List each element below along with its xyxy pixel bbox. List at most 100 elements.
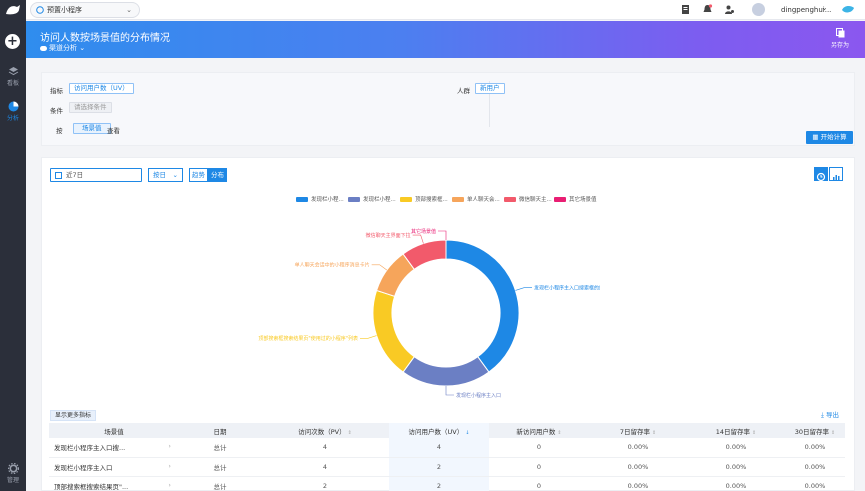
legend-swatch bbox=[348, 197, 360, 202]
legend-swatch bbox=[452, 197, 464, 202]
table-cell: 0 bbox=[489, 438, 589, 458]
page-header: 访问人数按场景值的分布情况 渠道分析 ⌄ 另存为 bbox=[26, 21, 865, 58]
legend-label: 单人聊天会... bbox=[467, 197, 500, 203]
table-cell-scene[interactable]: 发现栏小程序主入口 › bbox=[49, 457, 179, 477]
start-compute-button[interactable]: ▦ 开始计算 bbox=[806, 131, 853, 144]
gear-icon bbox=[7, 463, 19, 474]
legend-item[interactable]: 顶部搜索框... bbox=[400, 195, 448, 203]
table-cell: 0.00% bbox=[687, 438, 785, 458]
column-header[interactable]: 14日留存率 ⇕ bbox=[687, 423, 785, 438]
legend-item[interactable]: 发现栏小程... bbox=[348, 195, 396, 203]
donut-slice[interactable] bbox=[372, 289, 415, 373]
condition-selector[interactable]: 请选择条件 bbox=[69, 102, 112, 113]
table-cell: 总计 bbox=[179, 457, 261, 477]
table-cell-scene[interactable]: 顶部搜索框搜索结果页"... › bbox=[49, 476, 179, 491]
crowd-tag[interactable]: 新用户 bbox=[475, 83, 505, 94]
column-header[interactable]: 访问次数（PV） ⇕ bbox=[261, 423, 389, 438]
label-leader-line bbox=[412, 234, 424, 244]
condition-label: 条件 bbox=[50, 107, 63, 115]
table-row[interactable]: 顶部搜索框搜索结果页"... › 总计 2 2 0 0.00% 0.00% 0.0… bbox=[49, 476, 845, 491]
granularity-select[interactable]: 按日 ⌄ bbox=[148, 168, 183, 182]
legend-swatch bbox=[504, 197, 516, 202]
metric-label: 指标 bbox=[50, 87, 63, 95]
divider bbox=[489, 81, 490, 127]
analysis-type-selector[interactable]: 渠道分析 ⌄ bbox=[40, 43, 85, 53]
user-manage-icon[interactable] bbox=[724, 4, 735, 15]
column-header-label: 14日留存率 bbox=[715, 427, 751, 436]
date-range-label: 近7日 bbox=[66, 171, 84, 179]
column-header[interactable]: 7日留存率 ⇕ bbox=[589, 423, 687, 438]
export-button[interactable]: ⤓ 导出 bbox=[821, 409, 839, 420]
table-cell: 0.00% bbox=[785, 438, 845, 458]
donut-slice[interactable] bbox=[445, 239, 520, 373]
tab-trend[interactable]: 趋势 bbox=[189, 168, 208, 182]
table-cell: 0.00% bbox=[785, 457, 845, 477]
bar-chart-icon bbox=[833, 175, 840, 180]
table-cell: 4 bbox=[389, 438, 489, 458]
table-cell: 0 bbox=[489, 457, 589, 477]
column-header[interactable]: 30日留存率 ⇕ bbox=[785, 423, 845, 438]
sort-desc-icon: ↓ bbox=[465, 429, 470, 436]
pie-view-button[interactable] bbox=[814, 167, 828, 182]
sort-icon: ⇕ bbox=[347, 429, 352, 436]
group-by-suffix: 查看 bbox=[107, 127, 120, 135]
table-cell-scene[interactable]: 发现栏小程序主入口搜... › bbox=[49, 438, 179, 458]
table-cell: 2 bbox=[261, 476, 389, 491]
column-header-label: 访问次数（PV） bbox=[298, 427, 346, 436]
group-by-tag[interactable]: 场景值 bbox=[73, 123, 111, 134]
chevron-down-icon[interactable]: ⌄ bbox=[821, 3, 828, 12]
table-cell: 总计 bbox=[179, 438, 261, 458]
group-by-label: 按 bbox=[56, 127, 63, 135]
username[interactable]: dingpenghui... bbox=[781, 6, 832, 14]
slice-label: 发现栏小程序主入口 bbox=[456, 392, 501, 399]
chevron-down-icon: ⌄ bbox=[172, 171, 178, 179]
legend-item[interactable]: 单人聊天会... bbox=[452, 195, 500, 203]
save-as-label: 另存为 bbox=[830, 42, 849, 49]
column-header[interactable]: 日期 bbox=[179, 423, 261, 438]
table-cell: 0.00% bbox=[687, 476, 785, 491]
document-icon[interactable] bbox=[680, 4, 691, 15]
save-as-button[interactable]: 另存为 bbox=[829, 28, 851, 49]
slice-label: 顶部搜索框搜索结果页"使用过的小程序"列表 bbox=[258, 335, 358, 342]
add-button[interactable]: + bbox=[5, 34, 20, 49]
app-selector[interactable]: 预置小程序 ⌄ bbox=[30, 2, 140, 18]
start-compute-label: 开始计算 bbox=[820, 133, 847, 141]
metric-tag[interactable]: 访问用户数（UV） bbox=[69, 83, 134, 94]
show-more-metrics-button[interactable]: 显示更多指标 bbox=[50, 410, 97, 421]
table-row[interactable]: 发现栏小程序主入口 › 总计 4 2 0 0.00% 0.00% 0.00% bbox=[49, 457, 845, 477]
avatar[interactable] bbox=[752, 3, 765, 16]
column-header-label: 场景值 bbox=[104, 427, 124, 436]
sidebar-item-settings[interactable]: 管理 bbox=[0, 463, 26, 484]
bell-icon[interactable] bbox=[702, 4, 713, 15]
donut-slice[interactable] bbox=[402, 355, 490, 387]
sidebar-item-analysis[interactable]: 分析 bbox=[0, 101, 26, 122]
chevron-right-icon: › bbox=[168, 461, 171, 470]
column-header[interactable]: 访问用户数（UV） ↓ bbox=[389, 423, 489, 438]
app-selector-label: 预置小程序 bbox=[47, 6, 82, 14]
legend-item[interactable]: 发现栏小程... bbox=[296, 195, 344, 203]
donut-slice[interactable] bbox=[402, 239, 447, 271]
column-header[interactable]: 场景值 bbox=[49, 423, 179, 438]
table-row[interactable]: 发现栏小程序主入口搜... › 总计 4 4 0 0.00% 0.00% 0.00… bbox=[49, 438, 845, 458]
bar-view-button[interactable] bbox=[829, 167, 843, 181]
table-cell: 0 bbox=[489, 476, 589, 491]
table-cell: 0.00% bbox=[589, 438, 687, 458]
top-bar: 预置小程序 ⌄ dingpenghui... ⌄ bbox=[26, 0, 865, 20]
analysis-icon bbox=[8, 101, 18, 112]
tab-distribution[interactable]: 分布 bbox=[208, 168, 227, 182]
cell-text: 顶部搜索框搜索结果页"... bbox=[54, 482, 129, 491]
brand-logo-icon[interactable] bbox=[841, 4, 855, 15]
table-cell: 0.00% bbox=[785, 476, 845, 491]
label-leader-line bbox=[445, 386, 454, 396]
filter-panel: 指标 访问用户数（UV） 条件 请选择条件 按 场景值 查看 人群 新用户 bbox=[41, 72, 855, 146]
label-leader-line bbox=[371, 264, 388, 271]
legend-item[interactable]: 微信聊天主... bbox=[504, 195, 552, 203]
legend-swatch bbox=[400, 197, 412, 202]
date-range-picker[interactable]: 近7日 bbox=[50, 168, 142, 182]
legend-item[interactable]: 其它场景值 bbox=[554, 195, 597, 203]
logo-icon[interactable] bbox=[5, 4, 21, 16]
table-cell: 总计 bbox=[179, 476, 261, 491]
column-header[interactable]: 新访问用户数 ⇕ bbox=[489, 423, 589, 438]
sidebar-item-dashboard[interactable]: 看板 bbox=[0, 66, 26, 87]
sidebar: + 看板 分析 管理 bbox=[0, 0, 26, 491]
